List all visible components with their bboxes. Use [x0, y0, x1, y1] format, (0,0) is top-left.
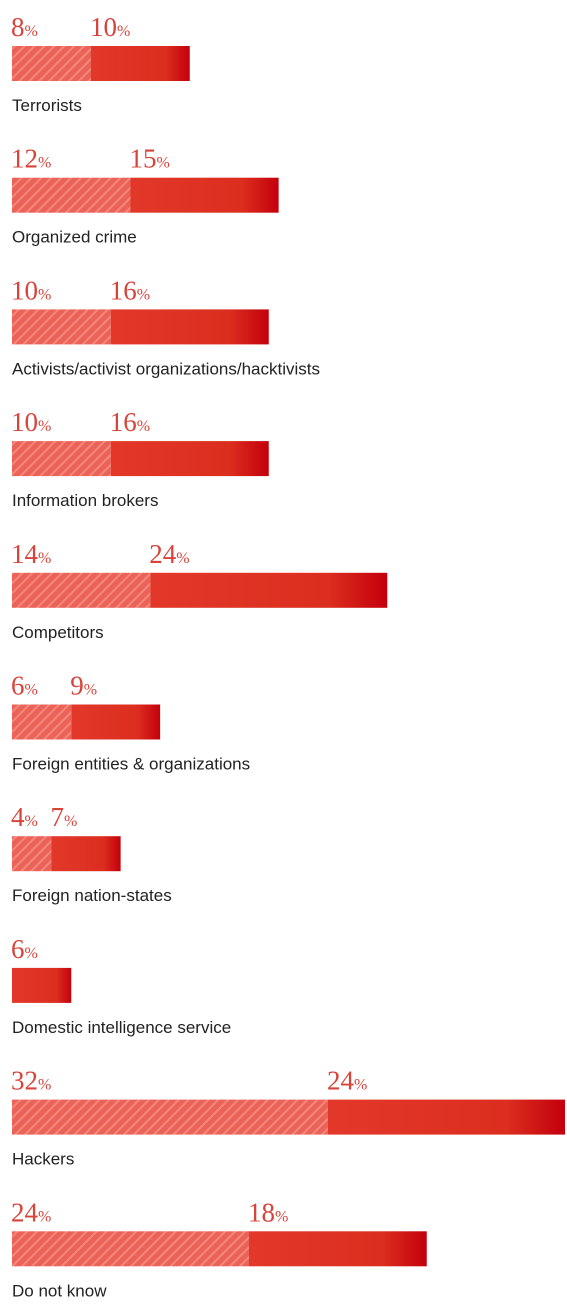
- value-label: 10%: [90, 12, 130, 42]
- bar-segment: [12, 46, 91, 81]
- value-label: 10%: [11, 407, 51, 437]
- value-label: 12%: [11, 144, 51, 174]
- value-label: 9%: [70, 671, 97, 701]
- category-label: Foreign entities & organizations: [12, 755, 250, 774]
- value-label: 4%: [11, 802, 38, 832]
- category-label: Do not know: [12, 1281, 107, 1300]
- category-label: Activists/activist organizations/hacktiv…: [12, 359, 320, 378]
- value-label: 6%: [11, 934, 38, 964]
- value-label: 16%: [110, 275, 150, 305]
- value-label: 24%: [327, 1066, 367, 1096]
- bar-segment: [12, 177, 131, 213]
- bar-segment: [12, 1231, 249, 1267]
- category-label: Competitors: [12, 623, 104, 642]
- bar-segment: [12, 572, 151, 608]
- bar-segment: [12, 441, 111, 477]
- category-label: Foreign nation-states: [12, 886, 172, 905]
- value-label: 15%: [130, 144, 170, 174]
- value-label: 7%: [51, 802, 78, 832]
- bar-segment: [328, 1099, 565, 1135]
- value-label: 8%: [11, 12, 38, 42]
- category-label: Terrorists: [12, 96, 82, 115]
- category-label: Information brokers: [12, 491, 158, 510]
- bar-segment: [91, 46, 190, 81]
- bar-segment: [130, 177, 279, 213]
- bar-segment: [110, 309, 269, 345]
- category-label: Organized crime: [12, 228, 137, 247]
- value-label: 18%: [248, 1197, 288, 1227]
- value-label: 24%: [11, 1197, 51, 1227]
- bar-segment: [51, 836, 121, 872]
- bar-segment: [12, 704, 72, 740]
- bar-segment: [110, 441, 269, 477]
- value-label: 24%: [149, 539, 189, 569]
- bar-segment: [12, 836, 52, 872]
- bar-segment: [12, 309, 111, 345]
- bar-segment: [12, 1099, 328, 1135]
- value-label: 6%: [11, 671, 38, 701]
- value-label: 32%: [11, 1066, 51, 1096]
- bar-segment: [150, 572, 388, 608]
- value-label: 10%: [11, 275, 51, 305]
- category-label: Hackers: [12, 1150, 74, 1169]
- bar-segment: [12, 967, 72, 1003]
- bar-segment: [71, 704, 161, 740]
- bar-segment: [249, 1231, 427, 1267]
- value-label: 16%: [110, 407, 150, 437]
- category-label: Domestic intelligence service: [12, 1018, 231, 1037]
- value-label: 14%: [11, 539, 51, 569]
